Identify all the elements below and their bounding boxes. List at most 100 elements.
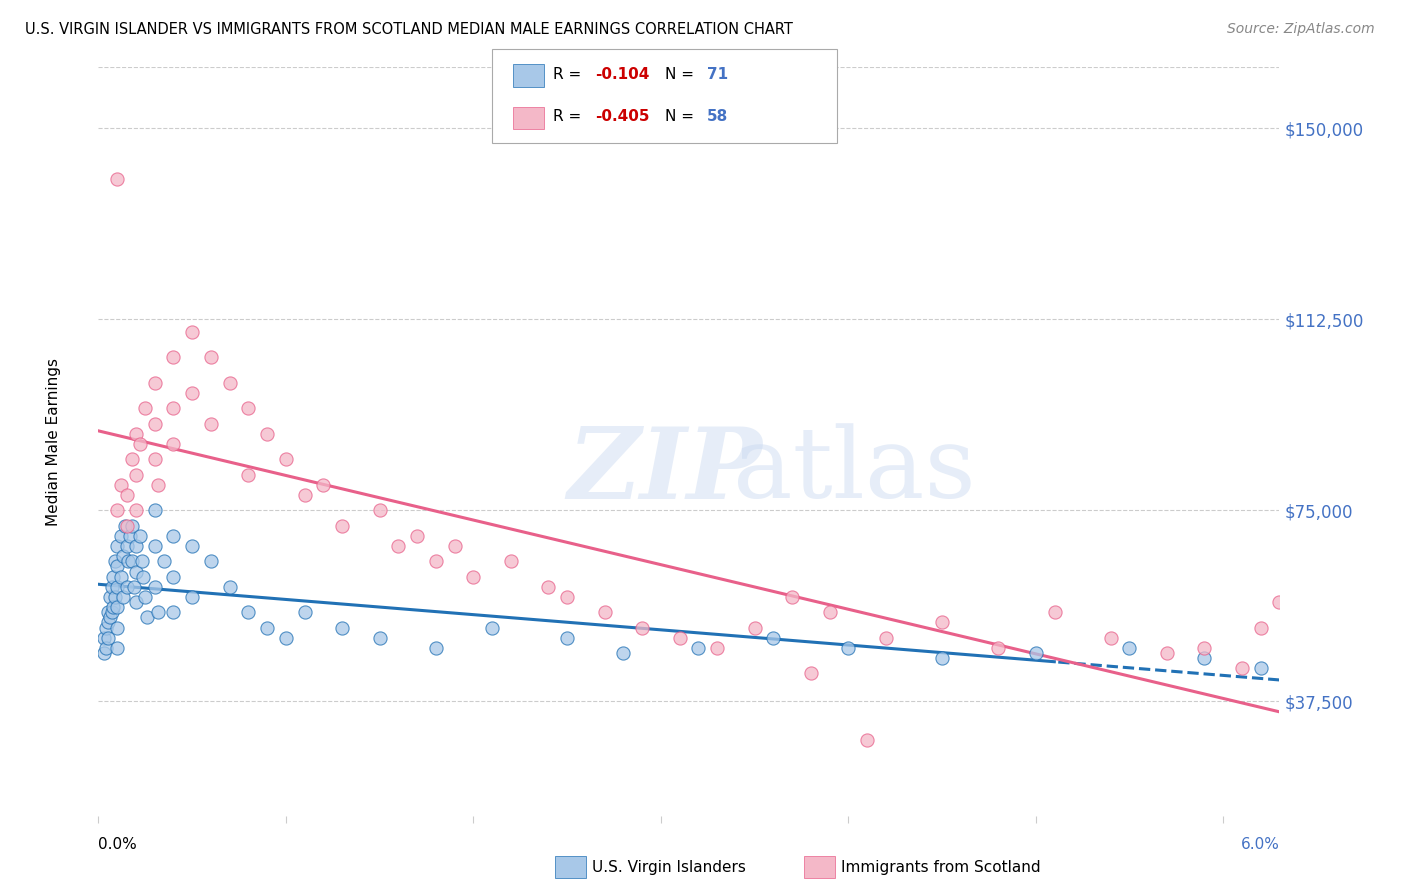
Point bbox=[800, 666, 823, 681]
Point bbox=[110, 569, 132, 583]
Point bbox=[330, 518, 353, 533]
Point bbox=[1043, 605, 1066, 619]
Point bbox=[837, 640, 859, 655]
Point bbox=[136, 610, 159, 624]
Point bbox=[125, 595, 148, 609]
Point bbox=[114, 518, 136, 533]
Point bbox=[181, 539, 204, 553]
Text: 71: 71 bbox=[707, 67, 728, 81]
Point bbox=[238, 401, 260, 416]
Point bbox=[162, 569, 184, 583]
Point bbox=[100, 580, 122, 594]
Point bbox=[104, 590, 127, 604]
Point bbox=[780, 590, 803, 604]
Point bbox=[94, 640, 117, 655]
Point bbox=[200, 417, 222, 431]
Point bbox=[104, 554, 127, 568]
Point bbox=[537, 580, 560, 594]
Point bbox=[162, 401, 184, 416]
Point bbox=[1230, 661, 1253, 675]
Point bbox=[148, 605, 170, 619]
Text: R =: R = bbox=[553, 67, 586, 81]
Text: 0.0%: 0.0% bbox=[98, 837, 138, 852]
Point bbox=[120, 529, 142, 543]
Point bbox=[425, 640, 447, 655]
Text: U.S. VIRGIN ISLANDER VS IMMIGRANTS FROM SCOTLAND MEDIAN MALE EARNINGS CORRELATIO: U.S. VIRGIN ISLANDER VS IMMIGRANTS FROM … bbox=[25, 22, 793, 37]
Point bbox=[128, 529, 150, 543]
Point bbox=[387, 539, 409, 553]
Point bbox=[218, 580, 240, 594]
Point bbox=[425, 554, 447, 568]
Text: Median Male Earnings: Median Male Earnings bbox=[46, 358, 60, 525]
Point bbox=[115, 518, 138, 533]
Point bbox=[238, 605, 260, 619]
Point bbox=[987, 640, 1010, 655]
Point bbox=[103, 569, 125, 583]
Point bbox=[132, 569, 155, 583]
Text: -0.104: -0.104 bbox=[595, 67, 650, 81]
Text: ZIP: ZIP bbox=[568, 424, 763, 520]
Point bbox=[555, 631, 578, 645]
Text: N =: N = bbox=[665, 67, 699, 81]
Point bbox=[93, 646, 115, 660]
Point bbox=[131, 554, 153, 568]
Point bbox=[181, 386, 204, 401]
Text: U.S. Virgin Islanders: U.S. Virgin Islanders bbox=[592, 860, 745, 874]
Point bbox=[1194, 640, 1216, 655]
Point bbox=[125, 426, 148, 441]
Point bbox=[110, 478, 132, 492]
Point bbox=[688, 640, 710, 655]
Point bbox=[153, 554, 176, 568]
Point bbox=[111, 549, 134, 564]
Point bbox=[143, 417, 166, 431]
Point bbox=[105, 503, 128, 517]
Point bbox=[181, 325, 204, 339]
Point bbox=[111, 590, 134, 604]
Point bbox=[1250, 661, 1272, 675]
Point bbox=[294, 605, 316, 619]
Text: Source: ZipAtlas.com: Source: ZipAtlas.com bbox=[1227, 22, 1375, 37]
Point bbox=[143, 452, 166, 467]
Point bbox=[593, 605, 616, 619]
Point bbox=[875, 631, 897, 645]
Point bbox=[762, 631, 785, 645]
Point bbox=[162, 605, 184, 619]
Point bbox=[105, 539, 128, 553]
Text: 6.0%: 6.0% bbox=[1240, 837, 1279, 852]
Point bbox=[330, 621, 353, 635]
Point bbox=[105, 621, 128, 635]
Point bbox=[312, 478, 335, 492]
Point bbox=[105, 559, 128, 574]
Point bbox=[1194, 651, 1216, 665]
Point bbox=[110, 529, 132, 543]
Point bbox=[105, 600, 128, 615]
Point bbox=[274, 631, 297, 645]
Point bbox=[98, 610, 121, 624]
Point bbox=[134, 590, 156, 604]
Point bbox=[368, 631, 391, 645]
Point bbox=[125, 467, 148, 482]
Point bbox=[200, 554, 222, 568]
Point bbox=[256, 621, 278, 635]
Point bbox=[162, 437, 184, 451]
Point bbox=[200, 351, 222, 365]
Point bbox=[931, 651, 953, 665]
Point bbox=[94, 621, 117, 635]
Point bbox=[1250, 621, 1272, 635]
Point bbox=[98, 590, 121, 604]
Point bbox=[134, 401, 156, 416]
Point bbox=[274, 452, 297, 467]
Point bbox=[1099, 631, 1122, 645]
Point bbox=[406, 529, 429, 543]
Point bbox=[1156, 646, 1178, 660]
Point bbox=[148, 478, 170, 492]
Point bbox=[499, 554, 522, 568]
Point bbox=[931, 615, 953, 630]
Point bbox=[612, 646, 634, 660]
Point bbox=[706, 640, 728, 655]
Point bbox=[105, 172, 128, 186]
Point bbox=[121, 518, 143, 533]
Point bbox=[103, 600, 125, 615]
Text: -0.405: -0.405 bbox=[595, 110, 650, 124]
Point bbox=[162, 351, 184, 365]
